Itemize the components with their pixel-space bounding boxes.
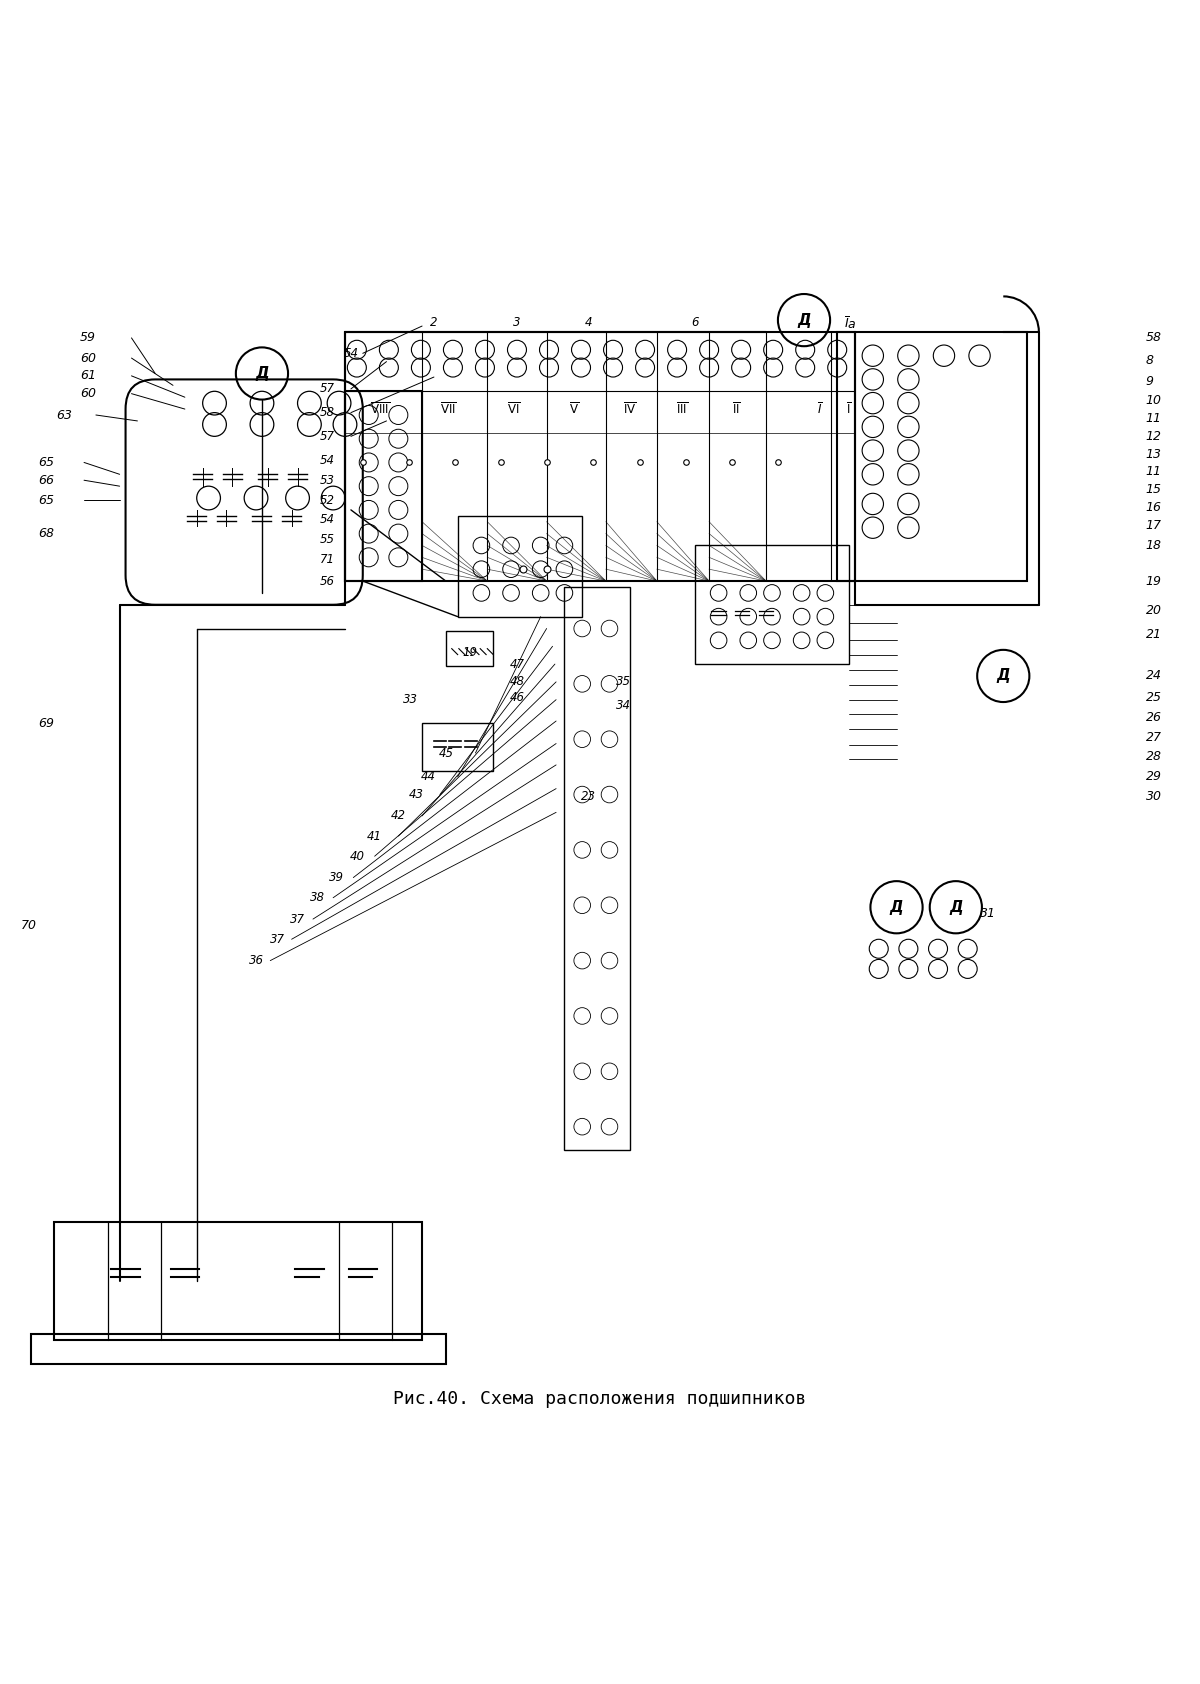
Text: 40: 40 <box>349 850 365 862</box>
Text: 70: 70 <box>20 918 36 931</box>
Text: 45: 45 <box>438 746 454 759</box>
Text: 57: 57 <box>319 429 335 443</box>
Text: 66: 66 <box>38 473 54 487</box>
Text: $\overline{\mathrm{VIII}}$: $\overline{\mathrm{VIII}}$ <box>371 401 391 418</box>
Text: 17: 17 <box>1146 519 1162 532</box>
Text: 42: 42 <box>391 810 406 822</box>
Text: 10: 10 <box>1146 394 1162 408</box>
Text: 8: 8 <box>1146 354 1153 367</box>
Text: 57: 57 <box>319 382 335 396</box>
Text: 38: 38 <box>311 891 325 904</box>
Text: 24: 24 <box>1146 670 1162 682</box>
Text: 37: 37 <box>270 933 284 946</box>
Text: 58: 58 <box>1146 332 1162 345</box>
Text: 3: 3 <box>514 317 521 328</box>
Text: 16: 16 <box>1146 502 1162 514</box>
Text: 33: 33 <box>403 694 418 706</box>
Text: 19: 19 <box>1146 574 1162 588</box>
Text: 2: 2 <box>430 317 438 328</box>
Text: $\overline{\mathrm{IV}}$: $\overline{\mathrm{IV}}$ <box>623 401 636 418</box>
Text: 26: 26 <box>1146 711 1162 724</box>
Text: $\overline{\mathrm{VI}}$: $\overline{\mathrm{VI}}$ <box>506 401 520 418</box>
Text: 61: 61 <box>80 369 96 382</box>
Text: 44: 44 <box>420 770 436 783</box>
Text: 23: 23 <box>581 790 595 803</box>
Text: 9: 9 <box>1146 376 1153 389</box>
Text: 25: 25 <box>1146 690 1162 704</box>
Text: Д: Д <box>797 313 811 328</box>
Text: $\overline{\mathrm{V}}$: $\overline{\mathrm{V}}$ <box>569 401 578 418</box>
Text: 15: 15 <box>1146 483 1162 497</box>
Text: Д: Д <box>889 899 904 914</box>
Text: 19: 19 <box>462 645 478 658</box>
Text: 20: 20 <box>1146 605 1162 618</box>
Text: 65: 65 <box>38 493 54 507</box>
Text: 47: 47 <box>510 657 524 670</box>
Text: 13: 13 <box>1146 448 1162 461</box>
Text: 28: 28 <box>1146 749 1162 763</box>
Text: $\overline{\mathrm{I}}$: $\overline{\mathrm{I}}$ <box>846 401 852 418</box>
Text: 60: 60 <box>80 387 96 401</box>
Text: 43: 43 <box>409 788 424 802</box>
Text: 34: 34 <box>617 699 631 712</box>
Text: 69: 69 <box>38 717 54 729</box>
Text: Д: Д <box>996 669 1010 684</box>
Text: 41: 41 <box>367 830 382 842</box>
Text: Д: Д <box>949 899 962 914</box>
Text: 60: 60 <box>80 352 96 364</box>
Text: 4: 4 <box>584 317 592 328</box>
Text: 31: 31 <box>979 906 996 919</box>
Text: 21: 21 <box>1146 628 1162 642</box>
Text: 6: 6 <box>691 317 698 328</box>
Text: 11: 11 <box>1146 465 1162 478</box>
Text: $\overline{I}$: $\overline{I}$ <box>817 401 822 418</box>
Text: $\overline{\mathrm{VII}}$: $\overline{\mathrm{VII}}$ <box>439 401 457 418</box>
Text: 11: 11 <box>1146 413 1162 424</box>
Text: 37: 37 <box>290 913 305 926</box>
Text: 63: 63 <box>56 409 72 421</box>
Text: Д: Д <box>256 365 269 381</box>
Text: 54: 54 <box>343 347 359 360</box>
Text: 12: 12 <box>1146 429 1162 443</box>
Text: 52: 52 <box>319 493 335 507</box>
Text: 53: 53 <box>319 473 335 487</box>
Text: 36: 36 <box>248 955 264 967</box>
Text: Рис.40. Схема расположения подшипников: Рис.40. Схема расположения подшипников <box>394 1391 806 1408</box>
Text: 30: 30 <box>1146 790 1162 803</box>
Text: 68: 68 <box>38 527 54 541</box>
Text: 55: 55 <box>319 534 335 546</box>
Text: $\overline{\mathrm{II}}$: $\overline{\mathrm{II}}$ <box>732 401 740 418</box>
Text: 35: 35 <box>617 675 631 689</box>
Text: 46: 46 <box>510 690 524 704</box>
Text: 29: 29 <box>1146 770 1162 783</box>
Text: 58: 58 <box>319 406 335 419</box>
Text: 71: 71 <box>319 554 335 566</box>
Text: 27: 27 <box>1146 731 1162 744</box>
Text: 39: 39 <box>329 871 344 884</box>
Text: 54: 54 <box>319 453 335 466</box>
Text: 18: 18 <box>1146 539 1162 552</box>
Text: 56: 56 <box>319 574 335 588</box>
Text: $\overline{\mathrm{III}}$: $\overline{\mathrm{III}}$ <box>676 401 688 418</box>
Text: 65: 65 <box>38 456 54 468</box>
Text: 54: 54 <box>319 514 335 525</box>
Text: 59: 59 <box>80 332 96 345</box>
Text: 48: 48 <box>510 675 524 689</box>
Text: $\overline{I}a$: $\overline{I}a$ <box>845 315 857 332</box>
